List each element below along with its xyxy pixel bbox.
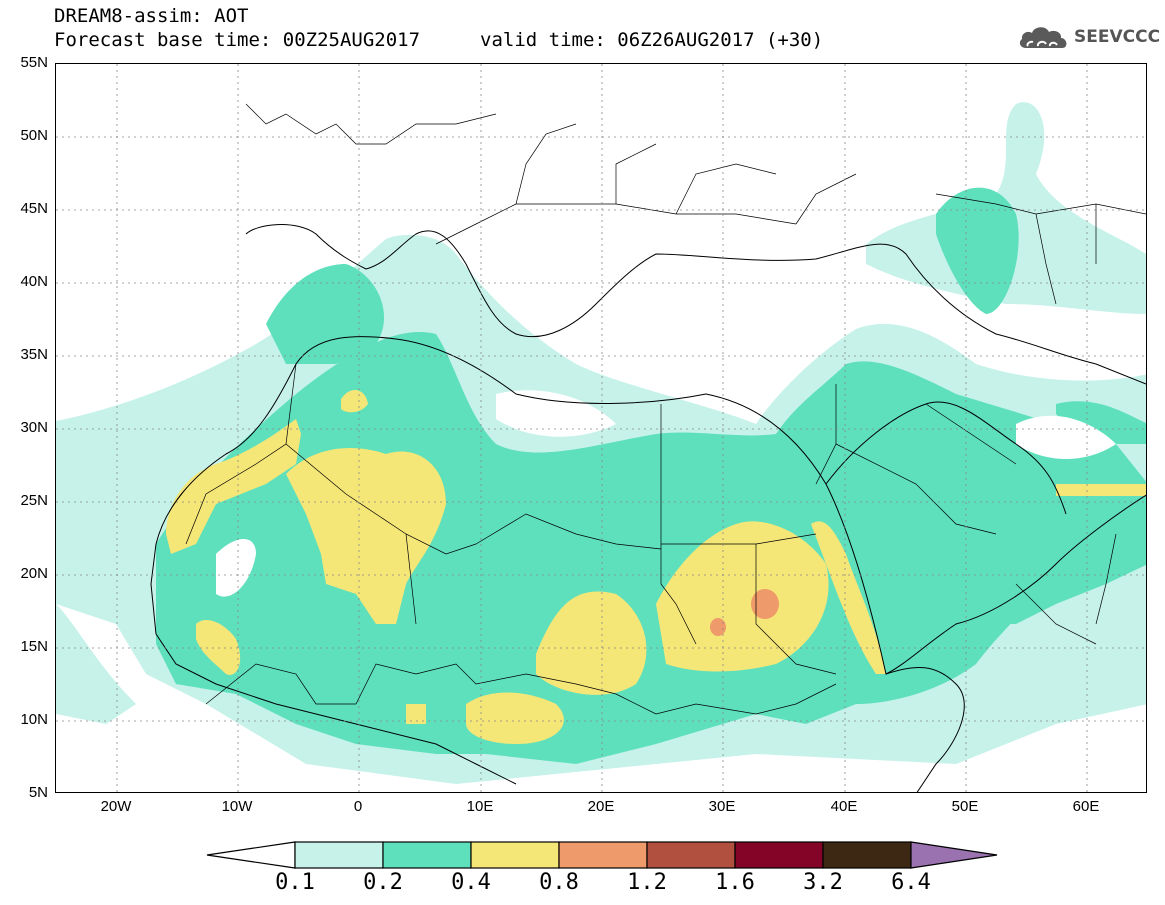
lat-label-50n: 50N [20,127,48,144]
aot-level-0-4 [166,389,1146,744]
map-title: DREAM8-assim: AOT [54,5,249,27]
lat-label-55n: 55N [20,54,48,71]
lon-label-10w: 10W [221,798,253,815]
clear-patches [216,390,1116,597]
aot-level-0-8 [710,589,779,636]
gridlines [56,64,1146,792]
lat-label-20n: 20N [20,565,48,582]
lat-label-30n: 30N [20,419,48,436]
lat-label-40n: 40N [20,273,48,290]
lat-label-15n: 15N [20,638,48,655]
colorbar-label-3-2: 3.2 [803,870,843,895]
colorbar-label-1-2: 1.2 [627,870,667,895]
map-canvas [56,64,1146,792]
lon-label-20w: 20W [100,798,132,815]
colorbar-label-1-6: 1.6 [715,870,755,895]
lat-label-25n: 25N [20,492,48,509]
lat-label-35n: 35N [20,346,48,363]
colorbar-label-6-4: 6.4 [891,870,931,895]
coastlines [150,224,1146,792]
lat-label-45n: 45N [20,200,48,217]
logo-text: SEEVCCC [1074,27,1161,47]
colorbar-bin-0-4 [470,841,560,869]
cloud-icon [1019,27,1067,48]
lon-label-20e: 20E [587,798,615,815]
lat-label-5n: 5N [28,784,48,801]
colorbar [206,841,998,869]
colorbar-under-triangle [206,841,296,869]
country-borders [185,103,1146,715]
lon-label-50e: 50E [951,798,979,815]
colorbar-label-0-4: 0.4 [451,870,491,895]
colorbar-bin-3-2 [822,841,912,869]
colorbar-bin-1-6 [734,841,824,869]
seevccc-logo: SEEVCCC [1018,22,1160,52]
colorbar-label-0-8: 0.8 [539,870,579,895]
lat-label-10n: 10N [20,711,48,728]
aot-map [55,63,1147,793]
colorbar-bin-0-8 [558,841,648,869]
lon-label-0: 0 [353,798,363,815]
valid-time: valid time: 06Z26AUG2017 (+30) [480,29,824,51]
lon-label-30e: 30E [708,798,736,815]
colorbar-bin-1-2 [646,841,736,869]
colorbar-bin-0-1 [294,841,384,869]
colorbar-label-0-1: 0.1 [275,870,315,895]
colorbar-over-triangle [910,841,998,869]
lon-label-60e: 60E [1072,798,1100,815]
forecast-base-time: Forecast base time: 00Z25AUG2017 [54,29,421,51]
lon-label-10e: 10E [466,798,494,815]
colorbar-label-0-2: 0.2 [363,870,403,895]
lon-label-40e: 40E [830,798,858,815]
colorbar-bin-0-2 [382,841,472,869]
